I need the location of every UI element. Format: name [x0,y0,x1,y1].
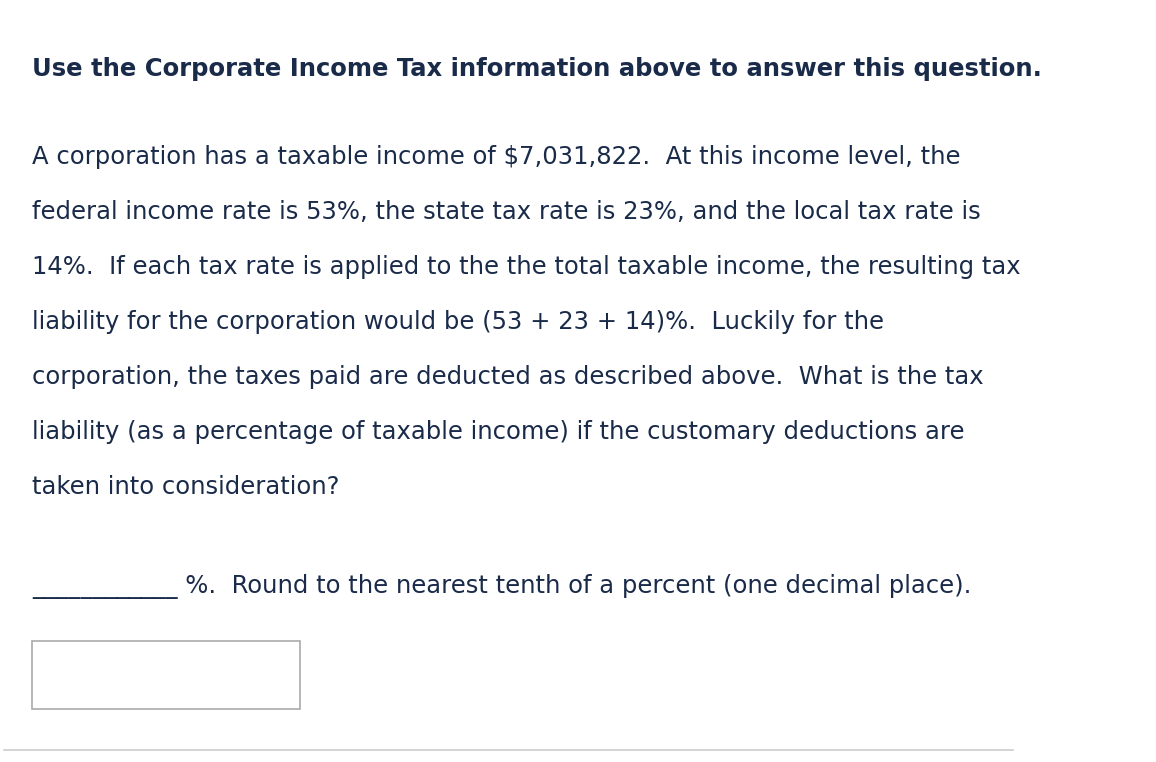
Text: A corporation has a taxable income of $7,031,822.  At this income level, the: A corporation has a taxable income of $7… [32,145,961,169]
Text: 14%.  If each tax rate is applied to the the total taxable income, the resulting: 14%. If each tax rate is applied to the … [32,255,1021,279]
Text: liability for the corporation would be (53 + 23 + 14)%.  Luckily for the: liability for the corporation would be (… [32,310,884,334]
Text: taken into consideration?: taken into consideration? [32,475,340,499]
Text: federal income rate is 53%, the state tax rate is 23%, and the local tax rate is: federal income rate is 53%, the state ta… [32,200,981,224]
Text: ____________ %.  Round to the nearest tenth of a percent (one decimal place).: ____________ %. Round to the nearest ten… [32,574,972,599]
Text: Use the Corporate Income Tax information above to answer this question.: Use the Corporate Income Tax information… [32,57,1043,81]
Text: corporation, the taxes paid are deducted as described above.  What is the tax: corporation, the taxes paid are deducted… [32,365,984,389]
Text: liability (as a percentage of taxable income) if the customary deductions are: liability (as a percentage of taxable in… [32,420,965,444]
FancyBboxPatch shape [32,641,299,709]
